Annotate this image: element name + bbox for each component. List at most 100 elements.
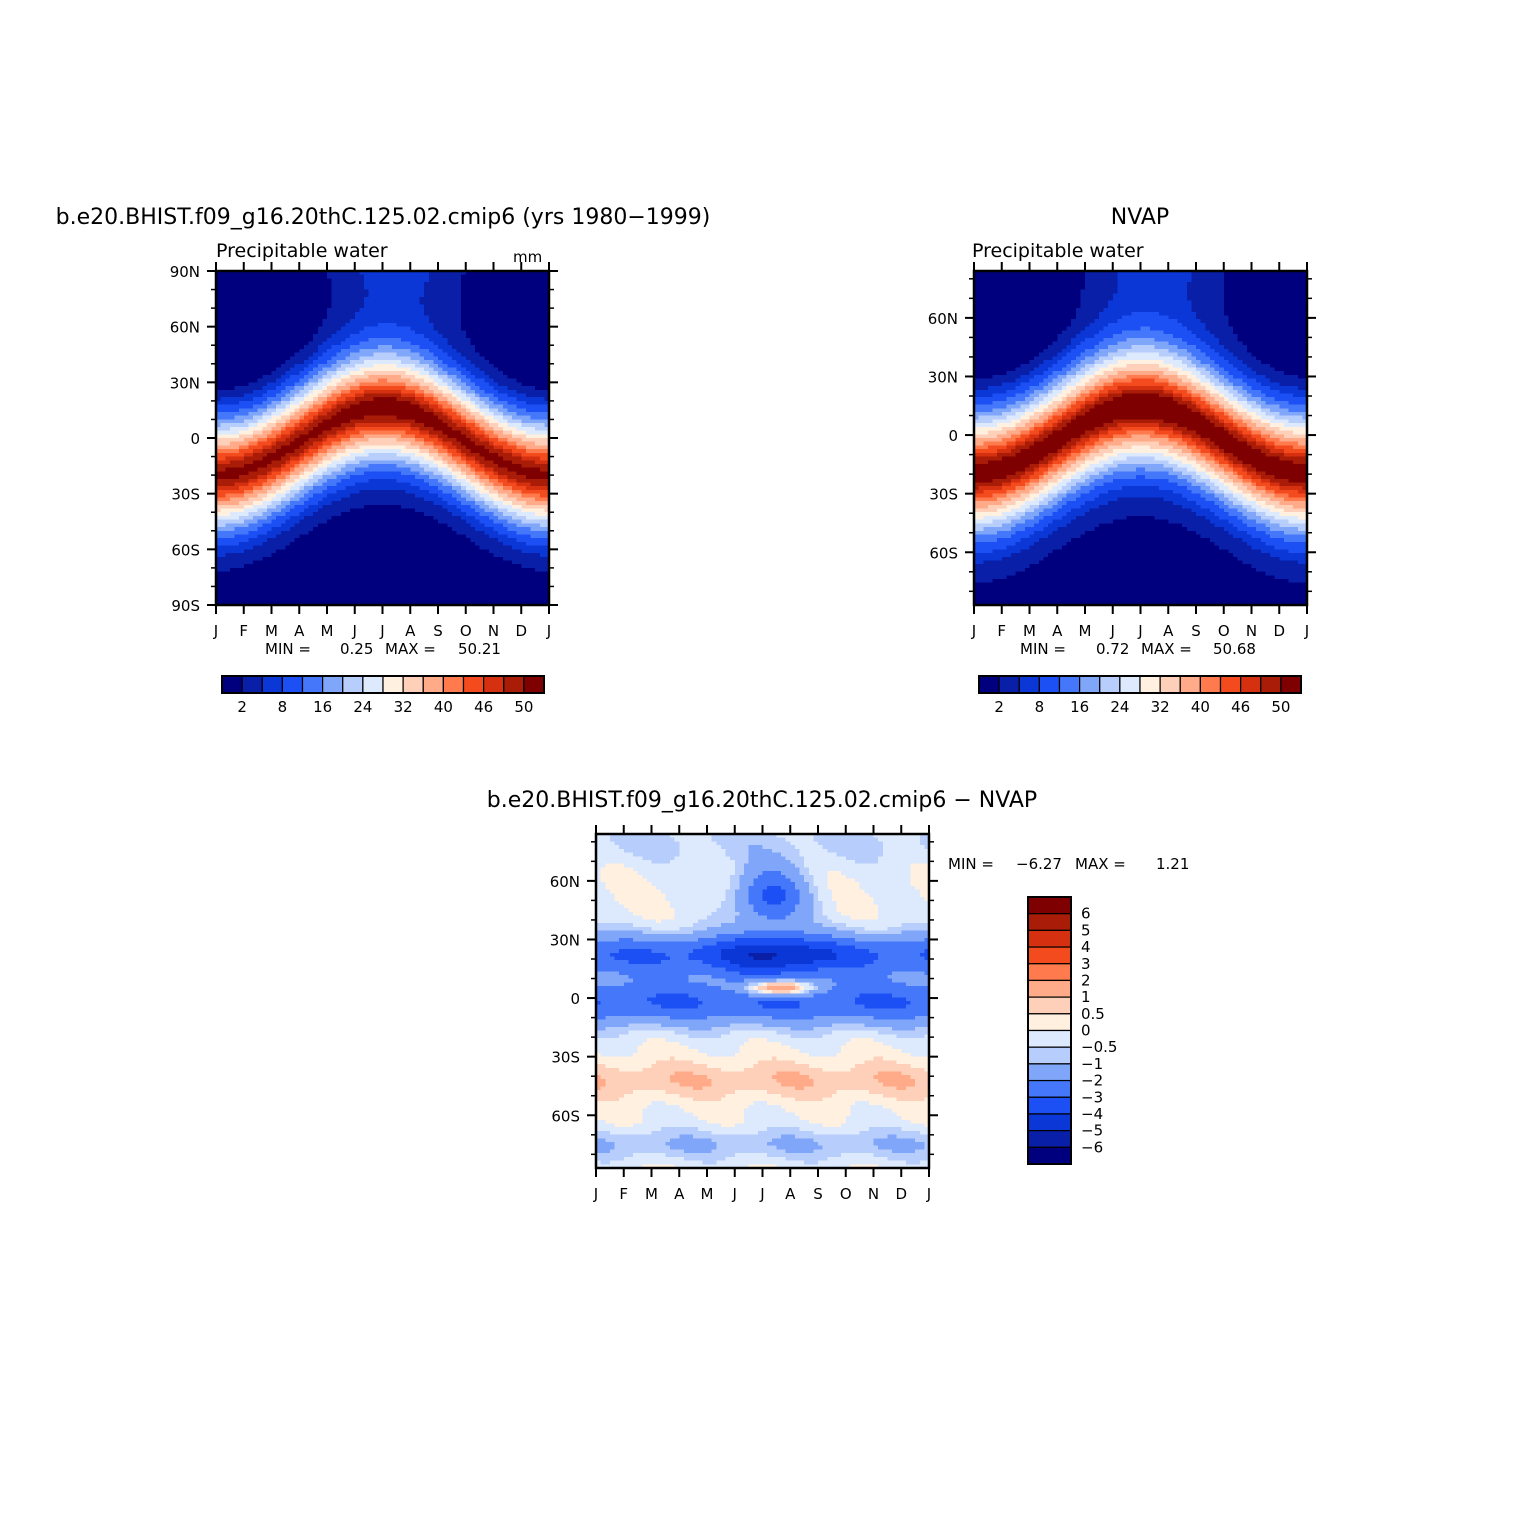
model-cell — [530, 363, 536, 369]
model-cell — [216, 326, 222, 331]
model-cell — [276, 508, 282, 513]
model-cell — [225, 374, 231, 380]
model-cell — [419, 352, 425, 357]
model-cell — [396, 356, 402, 361]
model-cell — [377, 523, 384, 528]
model-cell — [225, 452, 231, 458]
model-cell — [359, 523, 365, 528]
model-cell — [405, 341, 411, 346]
model-cell — [521, 356, 527, 361]
model-cell — [382, 475, 388, 480]
model-cell — [336, 363, 342, 369]
model-cell — [299, 400, 305, 406]
model-cell — [331, 475, 337, 480]
model-cell — [410, 371, 416, 376]
model-cell — [493, 322, 499, 328]
model-cell — [387, 386, 393, 391]
model-cell — [484, 489, 490, 495]
model-cell — [271, 304, 277, 309]
model-cell — [350, 423, 356, 428]
model-cell — [280, 419, 286, 424]
model-cell — [294, 378, 300, 383]
model-cell — [262, 508, 268, 513]
model-cell — [525, 300, 532, 305]
model-cell — [276, 367, 282, 372]
model-cell — [387, 282, 393, 287]
model-cell — [373, 389, 379, 395]
model-cell — [266, 482, 273, 487]
model-cell — [248, 493, 254, 498]
model-cell — [414, 412, 421, 417]
model-cell — [303, 508, 310, 513]
model-cell — [216, 404, 222, 409]
model-cell — [493, 426, 499, 432]
model-cell — [502, 345, 508, 350]
model-cell — [461, 326, 467, 331]
model-cell — [535, 337, 541, 343]
model-cell — [498, 285, 504, 291]
model-cell — [516, 289, 522, 294]
model-cell — [544, 471, 550, 476]
model-cell — [364, 345, 370, 350]
model-cell — [461, 293, 467, 298]
model-cell — [414, 512, 421, 517]
model-cell — [313, 478, 319, 484]
model-cell — [424, 519, 430, 524]
model-cell — [475, 334, 481, 339]
model-cell — [484, 471, 490, 476]
model-cell — [350, 408, 356, 413]
model-cell — [502, 300, 508, 305]
model-cell — [285, 382, 291, 387]
model-cell — [493, 282, 499, 287]
model-cell — [220, 367, 226, 372]
model-cell — [488, 449, 495, 454]
model-cell — [239, 315, 245, 320]
model-cell — [512, 278, 518, 283]
model-cell — [234, 278, 240, 283]
model-cell — [424, 423, 430, 428]
model-cell — [456, 334, 462, 339]
model-cell — [396, 274, 402, 280]
model-cell — [451, 322, 458, 328]
model-cell — [280, 378, 286, 383]
model-cell — [401, 463, 407, 469]
model-cell — [498, 493, 504, 498]
model-cell — [220, 460, 226, 465]
model-cell — [488, 415, 495, 421]
model-cell — [442, 456, 448, 461]
model-cell — [271, 489, 277, 495]
model-cell — [387, 304, 393, 309]
model-cell — [516, 512, 522, 517]
model-cell — [257, 527, 263, 532]
model-cell — [243, 501, 249, 506]
model-cell — [262, 293, 268, 298]
model-cell — [303, 371, 310, 376]
model-cell — [521, 404, 527, 409]
model-cell — [285, 374, 291, 380]
model-cell — [470, 430, 476, 435]
model-cell — [539, 471, 545, 476]
model-cell — [391, 415, 397, 421]
model-cell — [354, 334, 360, 339]
model-cell — [266, 363, 273, 369]
model-cell — [502, 334, 508, 339]
model-cell — [257, 352, 263, 357]
model-cell — [502, 501, 508, 506]
model-cell — [521, 367, 527, 372]
model-cell — [262, 374, 268, 380]
model-cell — [276, 419, 282, 424]
model-cell — [299, 356, 305, 361]
model-cell — [419, 497, 425, 502]
model-cell — [377, 426, 384, 432]
model-cell — [470, 523, 476, 528]
model-cell — [428, 504, 434, 510]
model-cell — [447, 489, 453, 495]
model-cell — [234, 374, 240, 380]
model-cell — [391, 400, 397, 406]
model-cell — [484, 334, 490, 339]
model-cell — [336, 415, 342, 421]
model-cell — [507, 315, 513, 320]
model-cell — [507, 449, 513, 454]
model-cell — [340, 467, 347, 472]
model-cell — [470, 285, 476, 291]
